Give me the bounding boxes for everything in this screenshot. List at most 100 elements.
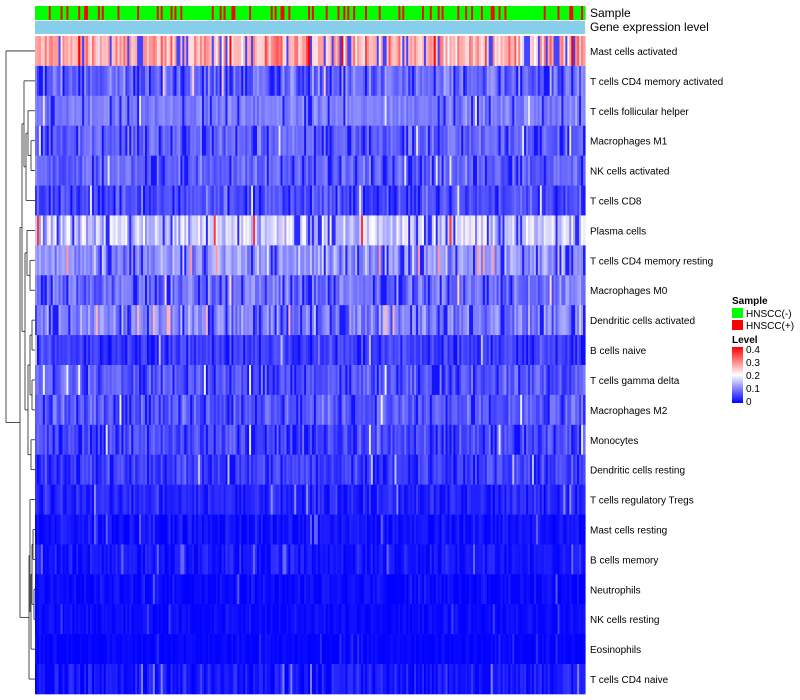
- heatmap-cell: [262, 424, 266, 456]
- heatmap-cell: [414, 544, 417, 575]
- heatmap-cell: [166, 245, 170, 276]
- heatmap-cell: [249, 514, 252, 545]
- heatmap-cell: [302, 185, 305, 216]
- heatmap-cell: [280, 424, 284, 456]
- heatmap-cell: [131, 245, 134, 276]
- heatmap-cell: [310, 305, 313, 336]
- heatmap-cell: [543, 245, 547, 276]
- heatmap-cell: [182, 394, 185, 426]
- heatmap-cell: [88, 484, 91, 515]
- heatmap-cell: [256, 484, 260, 515]
- heatmap-cell: [435, 65, 439, 97]
- heatmap-cell: [404, 394, 407, 426]
- heatmap-cell: [300, 275, 303, 306]
- heatmap-cell: [237, 215, 240, 246]
- heatmap-cell: [571, 185, 574, 216]
- heatmap-cell: [52, 305, 56, 336]
- heatmap-cell: [68, 365, 71, 396]
- heatmap-cell: [386, 215, 390, 246]
- heatmap-cell: [577, 95, 580, 127]
- heatmap-cell: [270, 514, 274, 545]
- heatmap-cell: [420, 365, 423, 396]
- heatmap-cell: [355, 365, 358, 396]
- heatmap-cell: [260, 394, 264, 426]
- heatmap-cell: [241, 36, 244, 67]
- heatmap-cell: [421, 335, 425, 366]
- heatmap-cell: [168, 484, 172, 515]
- heatmap-cell: [435, 424, 439, 456]
- heatmap-cell: [400, 245, 403, 276]
- heatmap-cell: [294, 95, 297, 127]
- heatmap-cell: [148, 484, 152, 515]
- heatmap-cell: [121, 514, 124, 545]
- heatmap-cell: [441, 394, 445, 426]
- heatmap-cell: [282, 365, 286, 396]
- heatmap-cell: [160, 514, 164, 545]
- heatmap-cell: [437, 275, 441, 306]
- heatmap-cell: [101, 245, 105, 276]
- heatmap-cell: [425, 454, 429, 485]
- heatmap-cell: [50, 215, 54, 246]
- heatmap-cell: [172, 215, 176, 246]
- heatmap-cell: [361, 36, 364, 67]
- heatmap-cell: [64, 335, 68, 366]
- heatmap-cell: [186, 95, 189, 127]
- heatmap-cell: [335, 305, 339, 336]
- heatmap-cell: [123, 305, 126, 336]
- heatmap-cell: [402, 424, 405, 456]
- heatmap-cell: [416, 424, 419, 456]
- heatmap-cell: [396, 544, 399, 575]
- heatmap-cell: [396, 245, 399, 276]
- heatmap-cell: [543, 155, 547, 186]
- heatmap-cell: [296, 454, 299, 485]
- heatmap-cell: [459, 155, 462, 186]
- heatmap-cell: [93, 514, 97, 545]
- heatmap-cell: [480, 394, 484, 426]
- heatmap-cell: [410, 424, 413, 456]
- heatmap-cell: [300, 394, 303, 426]
- heatmap-cell: [117, 544, 121, 575]
- heatmap-cell: [396, 36, 399, 67]
- heatmap-cell: [105, 424, 109, 456]
- heatmap-cell: [378, 95, 382, 127]
- heatmap-cell: [221, 394, 225, 426]
- heatmap-cell: [457, 185, 460, 216]
- heatmap-cell: [506, 424, 509, 456]
- heatmap-cell: [392, 215, 396, 246]
- heatmap-cell: [300, 424, 303, 456]
- heatmap-cell: [164, 544, 168, 575]
- heatmap-cell: [498, 95, 502, 127]
- heatmap-cell: [56, 365, 60, 396]
- heatmap-cell: [123, 215, 126, 246]
- heatmap-cell: [539, 335, 543, 366]
- heatmap-cell: [429, 275, 433, 306]
- heatmap-cell: [188, 514, 191, 545]
- heatmap-cell: [488, 36, 492, 67]
- heatmap-cell: [200, 424, 203, 456]
- heatmap-cell: [292, 245, 295, 276]
- heatmap-cell: [266, 454, 270, 485]
- heatmap-cell: [274, 394, 278, 426]
- heatmap-cell: [145, 185, 148, 216]
- heatmap-cell: [121, 394, 124, 426]
- heatmap-cell: [400, 544, 403, 575]
- heatmap-cell: [530, 394, 533, 426]
- heatmap-cell: [251, 36, 254, 67]
- heatmap-cell: [233, 36, 236, 67]
- heatmap-cell: [133, 125, 136, 156]
- heatmap-cell: [101, 275, 105, 306]
- heatmap-cell: [583, 484, 586, 515]
- heatmap-cell: [549, 394, 553, 426]
- heatmap-cell: [559, 305, 563, 336]
- heatmap-cell: [213, 394, 217, 426]
- heatmap-cell: [143, 335, 146, 366]
- heatmap-cell: [480, 185, 484, 216]
- heatmap-cell: [229, 215, 233, 246]
- heatmap-cell: [294, 544, 297, 575]
- heatmap-cell: [286, 185, 289, 216]
- heatmap-cell: [561, 514, 564, 545]
- heatmap-cell: [577, 454, 580, 485]
- heatmap-cell: [262, 514, 266, 545]
- heatmap-cell: [258, 185, 262, 216]
- heatmap-cell: [329, 305, 333, 336]
